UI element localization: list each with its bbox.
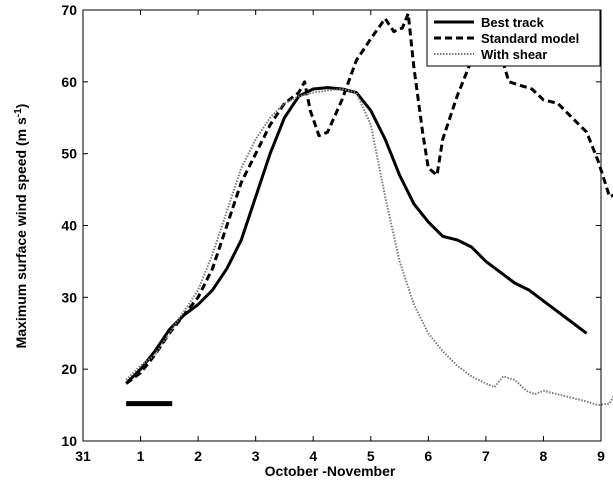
- axis-tick-labels: 31 1 2 3 4 5 6 7 8 9 10 20 30 40 50 60 70: [61, 2, 605, 464]
- y-tick-label: 30: [61, 289, 77, 305]
- x-tick-label: 2: [194, 448, 202, 464]
- x-tick-label: 5: [367, 448, 375, 464]
- series-line-best-track: [125, 86, 588, 385]
- x-tick-label: 1: [137, 448, 145, 464]
- x-tick-label: 7: [482, 448, 490, 464]
- legend-box: [426, 9, 601, 67]
- x-tick-label: 4: [309, 448, 317, 464]
- y-axis-label-sup: -1: [13, 108, 24, 117]
- x-tick-label: 6: [424, 448, 432, 464]
- y-axis-label: Maximum surface wind speed (m s-1): [13, 104, 29, 349]
- series-lines: [125, 12, 613, 407]
- y-tick-label: 70: [61, 2, 77, 18]
- y-tick-label: 10: [61, 433, 77, 449]
- x-tick-label: 3: [252, 448, 260, 464]
- y-tick-label: 50: [61, 146, 77, 162]
- legend-label: Best track: [481, 15, 545, 30]
- series-line-with-shear: [125, 88, 613, 407]
- y-axis-label-close: ): [13, 104, 29, 109]
- x-axis-label: October -November: [265, 463, 396, 479]
- y-tick-label: 60: [61, 74, 77, 90]
- legend-label: With shear: [481, 47, 547, 62]
- y-axis-label-main: Maximum surface wind speed (m s: [13, 117, 29, 348]
- x-tick-label: 8: [540, 448, 548, 464]
- y-tick-label: 40: [61, 218, 77, 234]
- y-tick-label: 20: [61, 361, 77, 377]
- series-line-standard-model: [125, 12, 613, 385]
- x-tick-label: 9: [597, 448, 605, 464]
- legend-label: Standard model: [481, 31, 579, 46]
- x-tick-label: 31: [75, 448, 91, 464]
- plot-frame: [82, 9, 602, 442]
